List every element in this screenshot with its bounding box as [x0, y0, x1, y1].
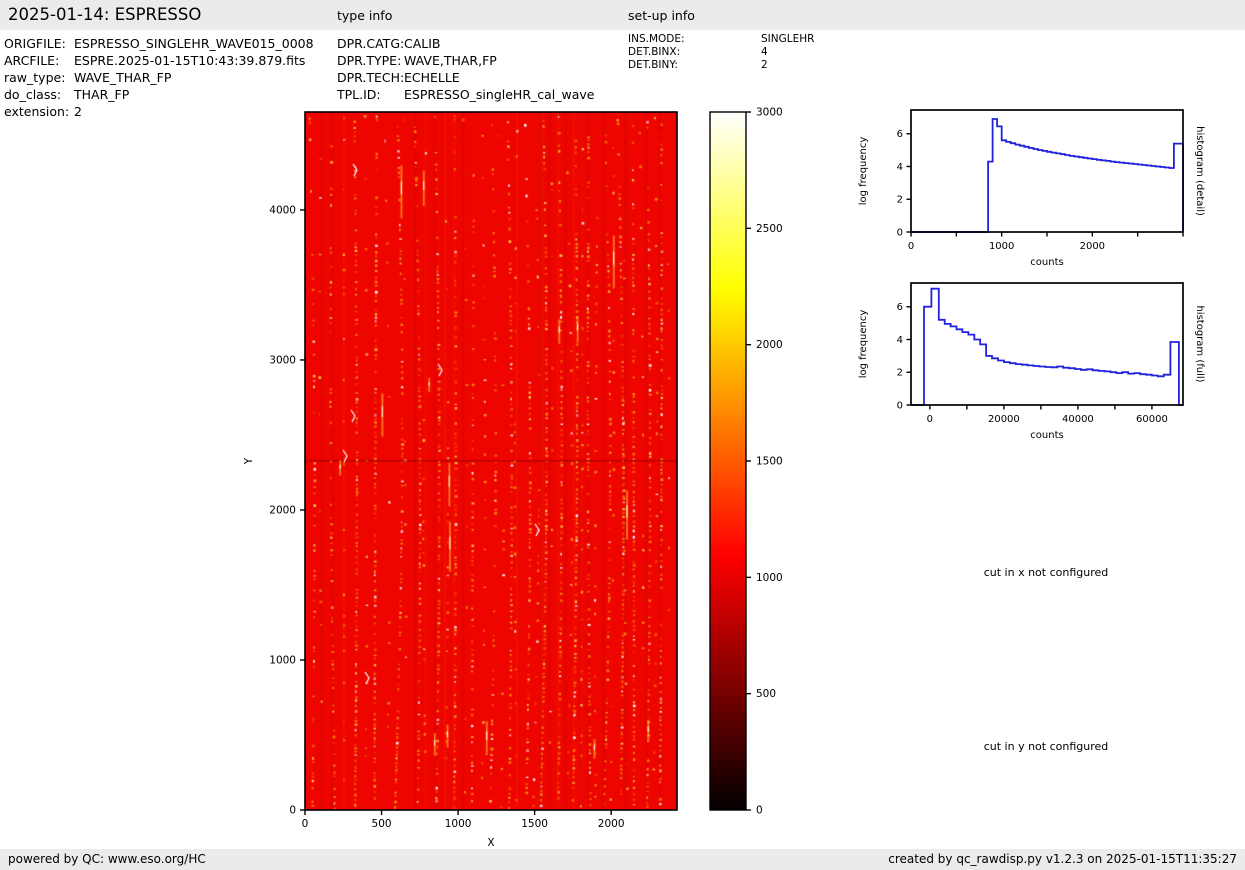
svg-text:1000: 1000: [756, 572, 783, 584]
type-info-row-dprtype: DPR.TYPE: WAVE,THAR,FP: [337, 52, 594, 69]
setup-info-row-detbiny: DET.BINY: 2: [628, 59, 814, 72]
svg-text:log frequency: log frequency: [858, 310, 869, 379]
svg-text:0: 0: [897, 401, 903, 412]
insmode-value: SINGLEHR: [761, 33, 815, 45]
svg-text:4000: 4000: [269, 204, 296, 216]
svg-text:histogram (full): histogram (full): [1194, 305, 1205, 382]
rawtype-label: raw_type:: [4, 70, 66, 85]
type-info-row-dprtech: DPR.TECH: ECHELLE: [337, 69, 594, 86]
dprcatg-label: DPR.CATG:: [337, 36, 405, 51]
svg-text:0: 0: [756, 805, 763, 817]
doclass-label: do_class:: [4, 87, 62, 102]
dprtype-label: DPR.TYPE:: [337, 53, 402, 68]
dprtech-label: DPR.TECH:: [337, 70, 405, 85]
svg-text:40000: 40000: [1062, 414, 1094, 425]
file-info-row-rawtype: raw_type: WAVE_THAR_FP: [4, 69, 314, 86]
svg-text:4: 4: [897, 335, 903, 346]
svg-text:20000: 20000: [988, 414, 1020, 425]
arcfile-label: ARCFILE:: [4, 53, 60, 68]
doclass-value: THAR_FP: [74, 87, 130, 102]
origfile-value: ESPRESSO_SINGLEHR_WAVE015_0008: [74, 36, 314, 51]
cut-x-message: cut in x not configured: [983, 566, 1109, 579]
file-info-row-extension: extension: 2: [4, 103, 314, 120]
arcfile-value: ESPRE.2025-01-15T10:43:39.879.fits: [74, 53, 306, 68]
insmode-label: INS.MODE:: [628, 33, 685, 45]
svg-text:counts: counts: [1030, 430, 1063, 441]
svg-text:500: 500: [372, 818, 392, 830]
raw-frame-image: [305, 112, 677, 810]
svg-text:1000: 1000: [445, 818, 472, 830]
tplid-value: ESPRESSO_singleHR_cal_wave: [404, 87, 595, 102]
tplid-label: TPL.ID:: [337, 87, 381, 102]
file-info-block: ORIGFILE: ESPRESSO_SINGLEHR_WAVE015_0008…: [4, 35, 314, 120]
svg-text:60000: 60000: [1136, 414, 1168, 425]
detbinx-value: 4: [761, 45, 768, 58]
footer-bar: powered by QC: www.eso.org/HC created by…: [0, 849, 1245, 870]
svg-text:2000: 2000: [1080, 241, 1105, 252]
svg-text:6: 6: [897, 129, 903, 140]
svg-text:1000: 1000: [269, 654, 296, 666]
svg-text:500: 500: [756, 688, 776, 700]
detbiny-label: DET.BINY:: [628, 58, 678, 71]
svg-text:0: 0: [927, 414, 933, 425]
svg-text:2000: 2000: [269, 504, 296, 516]
file-info-row-doclass: do_class: THAR_FP: [4, 86, 314, 103]
origfile-label: ORIGFILE:: [4, 36, 66, 51]
svg-text:histogram (detail): histogram (detail): [1194, 126, 1205, 216]
page-title: 2025-01-14: ESPRESSO: [8, 5, 202, 24]
svg-text:1000: 1000: [989, 241, 1014, 252]
svg-text:1500: 1500: [756, 456, 783, 468]
dprtech-value: ECHELLE: [404, 70, 460, 85]
svg-text:2: 2: [897, 195, 903, 206]
svg-text:X: X: [487, 837, 494, 849]
file-info-row-origfile: ORIGFILE: ESPRESSO_SINGLEHR_WAVE015_0008: [4, 35, 314, 52]
footer-created-by: created by qc_rawdisp.py v1.2.3 on 2025-…: [888, 852, 1237, 866]
svg-text:0: 0: [289, 805, 296, 817]
setup-info-heading: set-up info: [628, 8, 695, 23]
svg-text:2000: 2000: [756, 339, 783, 351]
detbiny-value: 2: [761, 58, 768, 71]
svg-text:1500: 1500: [521, 818, 548, 830]
svg-text:0: 0: [302, 818, 309, 830]
svg-text:2500: 2500: [756, 223, 783, 235]
svg-text:counts: counts: [1030, 257, 1063, 268]
setup-info-row-insmode: INS.MODE: SINGLEHR: [628, 33, 814, 46]
setup-info-block: INS.MODE: SINGLEHR DET.BINX: 4 DET.BINY:…: [628, 33, 814, 71]
detbinx-label: DET.BINX:: [628, 45, 681, 58]
extension-value: 2: [74, 104, 82, 119]
type-info-block: DPR.CATG: CALIB DPR.TYPE: WAVE,THAR,FP D…: [337, 35, 594, 103]
type-info-heading: type info: [337, 8, 393, 23]
type-info-row-dprcatg: DPR.CATG: CALIB: [337, 35, 594, 52]
rawtype-value: WAVE_THAR_FP: [74, 70, 172, 85]
footer-powered-by: powered by QC: www.eso.org/HC: [8, 852, 206, 866]
svg-text:2: 2: [897, 368, 903, 379]
extension-label: extension:: [4, 104, 70, 119]
svg-text:6: 6: [897, 302, 903, 313]
svg-text:2000: 2000: [598, 818, 625, 830]
svg-text:4: 4: [897, 162, 903, 173]
svg-text:0: 0: [897, 228, 903, 239]
svg-text:0: 0: [908, 241, 914, 252]
file-info-row-arcfile: ARCFILE: ESPRE.2025-01-15T10:43:39.879.f…: [4, 52, 314, 69]
dprtype-value: WAVE,THAR,FP: [404, 53, 497, 68]
svg-text:Y: Y: [243, 457, 255, 465]
svg-text:3000: 3000: [269, 354, 296, 366]
header-bar: 2025-01-14: ESPRESSO type info set-up in…: [0, 0, 1245, 30]
cut-y-message: cut in y not configured: [983, 740, 1109, 753]
svg-text:log frequency: log frequency: [858, 137, 869, 206]
setup-info-row-detbinx: DET.BINX: 4: [628, 46, 814, 59]
type-info-row-tplid: TPL.ID: ESPRESSO_singleHR_cal_wave: [337, 86, 594, 103]
dprcatg-value: CALIB: [404, 36, 441, 51]
svg-text:3000: 3000: [756, 107, 783, 119]
colorbar-gradient: [710, 112, 746, 810]
